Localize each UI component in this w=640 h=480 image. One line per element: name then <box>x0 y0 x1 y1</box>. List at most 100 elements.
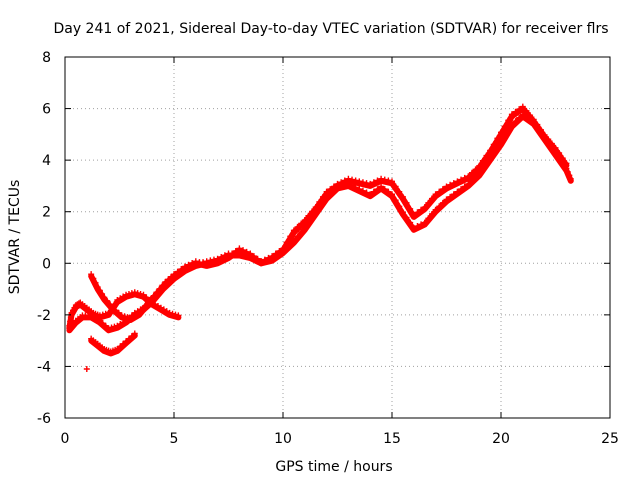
data-point <box>192 258 199 265</box>
data-point <box>352 177 359 184</box>
data-point <box>385 188 392 195</box>
data-point <box>316 198 323 205</box>
data-point <box>389 178 395 185</box>
data-point <box>447 181 454 188</box>
data-point <box>370 179 377 186</box>
data-point <box>108 324 115 331</box>
data-point <box>287 233 294 240</box>
x-tick-label: 15 <box>383 431 401 447</box>
data-point <box>225 253 232 260</box>
data-point <box>378 183 385 190</box>
y-tick-label: -4 <box>37 359 51 375</box>
data-point <box>189 260 196 267</box>
data-point <box>567 175 574 182</box>
data-point <box>439 199 446 206</box>
data-point <box>461 183 468 190</box>
data-point <box>323 188 330 195</box>
data-point <box>83 366 90 373</box>
data-point <box>174 268 181 275</box>
data-point <box>298 220 305 227</box>
data-point <box>334 180 341 187</box>
data-point <box>414 223 421 230</box>
data-point <box>124 314 131 321</box>
data-point <box>301 217 308 224</box>
data-point <box>443 196 450 203</box>
data-point <box>516 106 523 113</box>
data-point <box>465 180 472 187</box>
data-point <box>370 188 377 195</box>
data-point <box>136 309 143 316</box>
data-point <box>363 180 370 187</box>
data-point <box>418 221 425 228</box>
data-point <box>461 174 468 181</box>
axis-ticks <box>64 56 611 419</box>
data-point <box>378 175 385 182</box>
data-point <box>175 312 182 319</box>
data-point <box>556 149 563 156</box>
data-point <box>418 206 425 213</box>
data-point <box>258 258 265 265</box>
data-point <box>407 219 414 226</box>
grid <box>65 57 610 418</box>
data-point <box>294 233 301 240</box>
data-point <box>309 208 316 215</box>
data-point <box>407 205 414 212</box>
data-point <box>468 169 475 176</box>
data-point <box>111 323 118 330</box>
data-point <box>541 131 548 138</box>
data-point <box>67 318 74 325</box>
data-point <box>566 172 573 179</box>
data-point <box>221 254 228 261</box>
data-point <box>118 312 125 319</box>
data-point <box>527 112 534 119</box>
data-point <box>425 199 432 206</box>
data-point <box>276 247 283 254</box>
data-point <box>545 136 552 143</box>
data-point <box>483 152 490 159</box>
data-point <box>125 290 132 297</box>
data-point <box>479 157 486 164</box>
data-point <box>374 186 381 193</box>
data-point <box>207 260 214 267</box>
data-point <box>171 271 177 278</box>
data-point <box>128 290 135 297</box>
data-point <box>312 204 319 211</box>
data-point <box>141 302 148 309</box>
data-point <box>172 311 179 318</box>
data-point <box>559 155 566 162</box>
data-point <box>443 183 450 190</box>
data-point <box>166 309 173 316</box>
data-point <box>247 250 254 257</box>
data-point <box>367 180 374 187</box>
data-point <box>131 289 138 296</box>
data-point <box>450 191 457 198</box>
data-point <box>294 223 301 230</box>
data-point <box>338 179 345 186</box>
data-point <box>269 253 276 260</box>
data-point <box>392 183 399 190</box>
data-point <box>240 247 247 254</box>
data-point <box>403 214 410 221</box>
y-tick-label: 4 <box>42 153 51 169</box>
plot-frame <box>64 56 611 419</box>
data-point <box>359 187 366 194</box>
data-point <box>147 296 154 303</box>
data-point <box>472 166 479 173</box>
y-tick-label: 8 <box>42 50 51 66</box>
data-point <box>196 259 203 266</box>
chart-title: Day 241 of 2021, Sidereal Day-to-day VTE… <box>53 21 608 37</box>
x-tick-labels: 0 5 10 15 20 25 <box>61 431 619 447</box>
data-point <box>359 179 366 186</box>
data-point <box>523 107 530 114</box>
data-point <box>396 203 403 210</box>
data-point <box>508 111 515 118</box>
data-point <box>392 197 399 204</box>
data-point <box>512 108 519 115</box>
data-point <box>96 287 103 294</box>
data-point <box>159 282 166 289</box>
x-tick-label: 20 <box>492 431 510 447</box>
y-tick-label: 0 <box>42 256 51 272</box>
data-point <box>548 140 555 147</box>
data-point <box>447 193 454 200</box>
